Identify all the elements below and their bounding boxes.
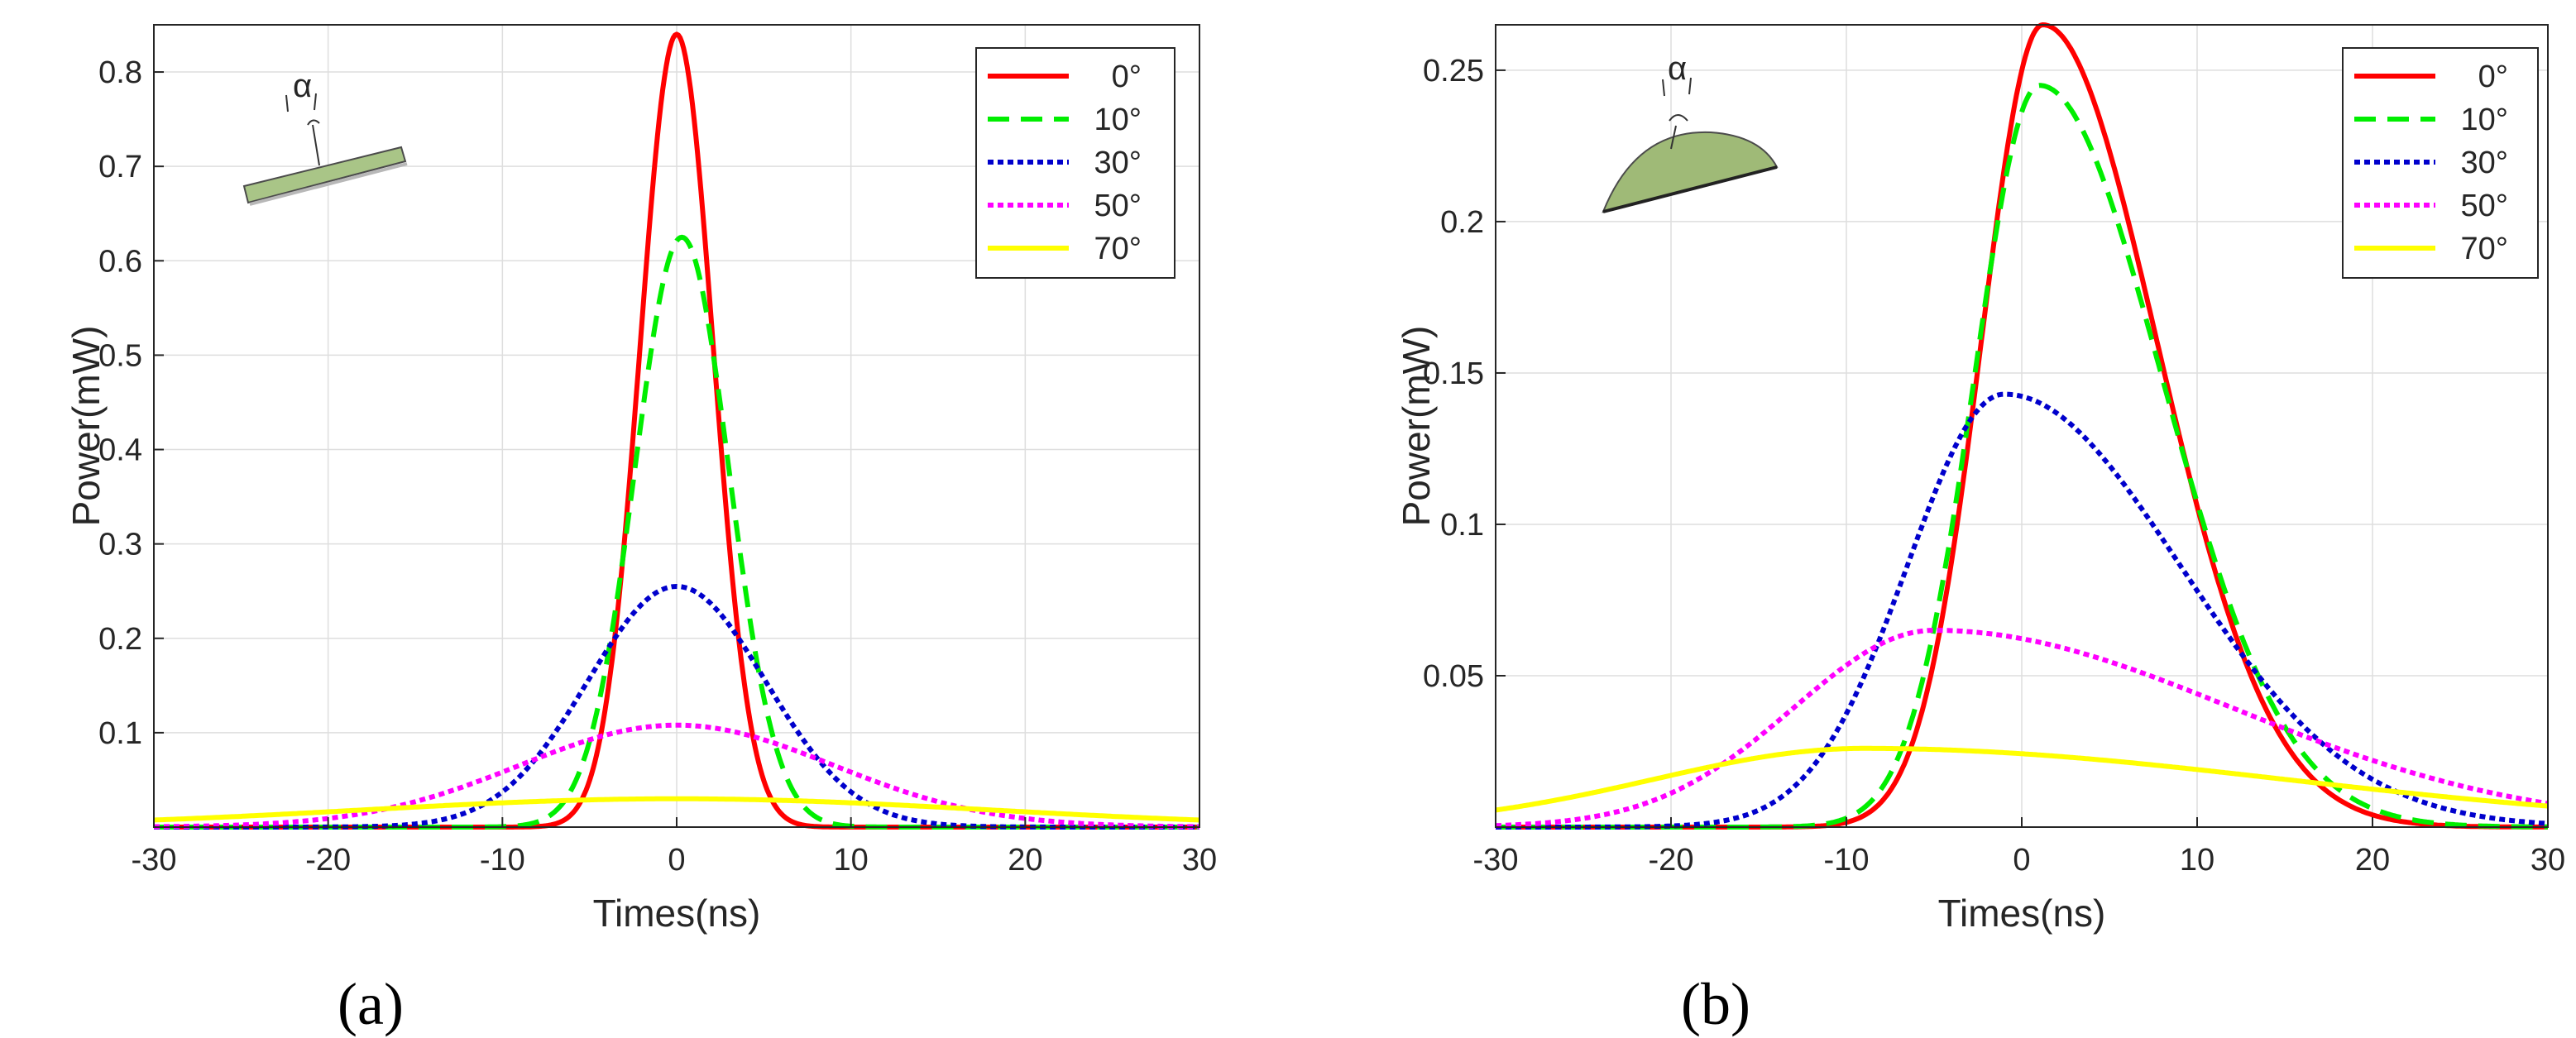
panel-b-legend-label-2: 30°: [2461, 146, 2508, 180]
panel-b-legend-label-3: 50°: [2461, 189, 2508, 223]
panel-a-legend-label-4: 70°: [1094, 232, 1142, 266]
angle-arc: [1669, 114, 1688, 122]
panel-a-legend-label-1: 10°: [1094, 103, 1142, 137]
panel-b-x-tick-label-6: 30: [2531, 843, 2565, 878]
panel-b-x-tick-label-1: -20: [1649, 843, 1694, 878]
panel-a-x-tick-label-3: 0: [668, 843, 685, 878]
panel-b-y-tick-label-3: 0.2: [1440, 205, 1484, 240]
panel-b-ticks: -30 -20 -10 0 10 20 30 0.05 0.1 0.15 0.2 0.25: [1423, 54, 2565, 878]
panel-a-y-tick-label-5: 0.6: [98, 244, 142, 279]
panel-b-inset-dome-lens: α: [1602, 50, 1779, 213]
panel-a-inset-flat-slab: α: [242, 68, 408, 206]
panel-a-ticks: -30 -20 -10 0 10 20 30 0.1 0.2 0.3 0.4 0.5 0.6 0.7 0.8: [98, 55, 1217, 878]
panel-b-series-line-4: [1495, 745, 2549, 813]
panel-a-legend-label-0: 0°: [1112, 60, 1142, 94]
panel-b-y-tick-label-0: 0.05: [1423, 659, 1484, 694]
incidence-ray: [1670, 125, 1677, 150]
panel-a-y-tick-label-6: 0.7: [98, 150, 142, 184]
panel-b-legend-label-4: 70°: [2461, 232, 2508, 266]
panel-a-y-tick-label-7: 0.8: [98, 55, 142, 90]
panel-b-series-line-2: [1495, 391, 2549, 830]
ray-line: [314, 93, 317, 111]
panel-b-x-tick-label-5: 20: [2355, 843, 2390, 878]
panel-a-series-line-3: [153, 722, 1200, 830]
panel-b-y-axis-label: Power(mW): [1395, 326, 1438, 527]
panel-a-legend-label-3: 50°: [1094, 189, 1142, 223]
panel-a-y-tick-label-2: 0.3: [98, 528, 142, 562]
panel-b-y-tick-label-2: 0.15: [1423, 356, 1484, 391]
alpha-angle-label: α: [293, 68, 312, 104]
incidence-ray: [312, 124, 320, 166]
panel-a-x-axis-label: Times(ns): [593, 892, 761, 935]
panel-b-legend-label-0: 0°: [2478, 60, 2508, 94]
panel-a-x-tick-label-6: 30: [1182, 843, 1217, 878]
panel-a-x-tick-label-0: -30: [132, 843, 177, 878]
panel-a-caption: (a): [338, 971, 404, 1037]
panel-b-x-tick-label-0: -30: [1473, 843, 1519, 878]
dome-base-line: [1602, 165, 1778, 213]
panel-b-legend-box: [2342, 47, 2539, 279]
panel-b-x-tick-label-3: 0: [2013, 843, 2030, 878]
flat-slab-shape: [242, 146, 407, 204]
dome-lens-shape: [1602, 131, 1779, 213]
panel-a-legend-label-2: 30°: [1094, 146, 1142, 180]
panel-b-legend: 0° 10° 30° 50° 70°: [2342, 47, 2539, 279]
ray-line: [1688, 77, 1692, 95]
panel-b-x-tick-label-2: -10: [1824, 843, 1870, 878]
panel-b-y-tick-label-4: 0.25: [1423, 54, 1484, 88]
panel-b-x-axis-label: Times(ns): [1938, 892, 2106, 935]
panel-a-legend: 0° 10° 30° 50° 70°: [975, 47, 1175, 279]
panel-a-y-tick-label-4: 0.5: [98, 338, 142, 373]
panel-a-series-line-4: [153, 796, 1200, 823]
panel-a-y-tick-label-1: 0.2: [98, 622, 142, 657]
panel-b-caption: (b): [1681, 971, 1750, 1037]
angle-arc: [307, 119, 320, 126]
panel-a-y-axis-label: Power(mW): [65, 326, 108, 527]
panel-b-series-line-3: [1495, 628, 2549, 829]
panel-a-y-tick-label-0: 0.1: [98, 716, 142, 751]
panel-b: -30 -20 -10 0 10 20 30 0.05 0.1 0.15 0.2 0.25 Times…: [1395, 22, 2565, 1037]
panel-a-x-tick-label-4: 10: [834, 843, 869, 878]
panel-a-x-tick-label-1: -20: [305, 843, 351, 878]
panel-a-y-tick-label-3: 0.4: [98, 433, 142, 468]
normal-line: [285, 94, 289, 112]
panel-b-y-tick-label-1: 0.1: [1440, 508, 1484, 543]
panel-a: -30 -20 -10 0 10 20 30 0.1 0.2 0.3 0.4 0.5 0.6 0.7 0.8…: [65, 24, 1217, 1037]
panel-a-x-tick-label-5: 20: [1008, 843, 1042, 878]
panel-a-x-tick-label-2: -10: [480, 843, 525, 878]
panel-b-x-tick-label-4: 10: [2180, 843, 2214, 878]
panel-a-legend-box: [975, 47, 1175, 279]
slab-shadow-edge: [249, 162, 408, 206]
alpha-angle-label: α: [1668, 50, 1687, 87]
panel-b-legend-label-1: 10°: [2461, 103, 2508, 137]
normal-line: [1662, 79, 1665, 97]
